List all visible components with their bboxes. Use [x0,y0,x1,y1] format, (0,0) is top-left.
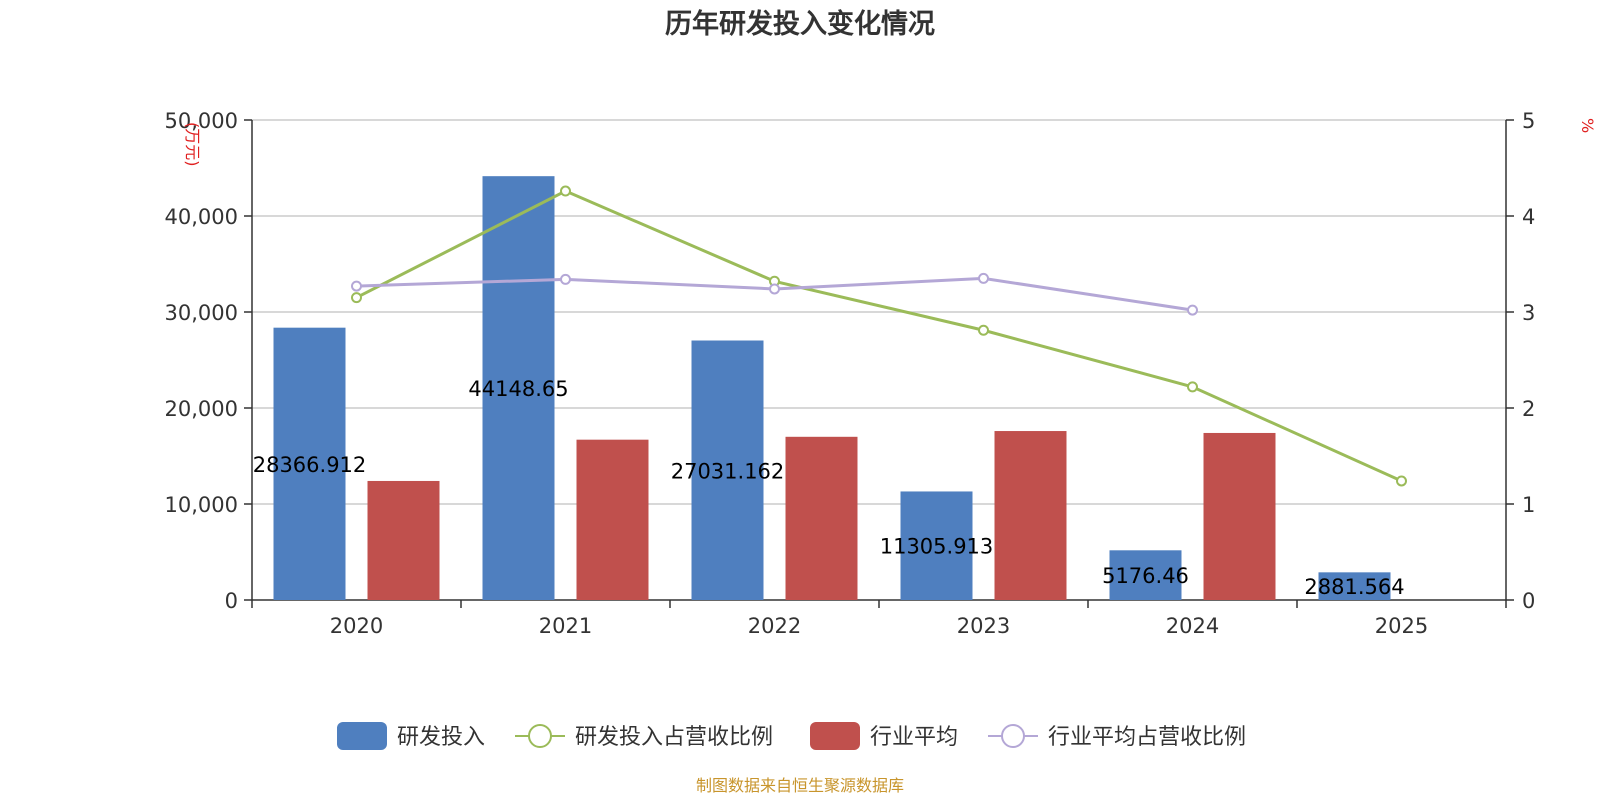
legend-industry[interactable]: 行业平均 [810,722,958,750]
right-tick-label-0: 0 [1522,589,1535,613]
x-tick-label-2024: 2024 [1166,614,1219,638]
point-rd-ratio-2020 [351,292,362,304]
bar-rd-2024 [1109,550,1182,600]
right-tick-label-2: 2 [1522,397,1535,421]
left-tick-label-2: 20,000 [165,397,238,421]
legend: 研发投入 研发投入占营收比例 行业平均 行业平均占营收比例 [337,722,1246,750]
right-tick-label-1: 1 [1522,493,1535,517]
legend-rd-ratio-label: 研发投入占营收比例 [575,725,773,750]
legend-rd-ratio[interactable]: 研发投入占营收比例 [515,724,773,750]
bar-rd-2022 [691,340,764,600]
legend-industry-ratio[interactable]: 行业平均占营收比例 [988,724,1246,750]
data-label-2023: 11305.913 [880,535,994,559]
point-rd-ratio-2021 [560,185,571,197]
left-axis-unit: (万元) [183,122,202,167]
point-rd-ratio-2024 [1187,381,1198,393]
legend-rd-label: 研发投入 [397,725,485,750]
point-industry-ratio-2021 [560,273,571,285]
point-industry-ratio-2022 [769,283,780,295]
right-tick-label-4: 4 [1522,205,1535,229]
x-tick-label-2020: 2020 [330,614,383,638]
bar-rd-2023 [900,491,973,600]
data-label-2020: 28366.912 [253,453,367,477]
bar-rd-2020 [273,327,346,600]
x-tick-label-2025: 2025 [1375,614,1428,638]
data-label-2021: 44148.65 [468,377,568,401]
data-label-2024: 5176.46 [1102,564,1189,588]
left-tick-label-3: 30,000 [165,301,238,325]
left-tick-label-4: 40,000 [165,205,238,229]
legend-industry-ratio-label: 行业平均占营收比例 [1048,725,1246,750]
left-tick-label-5: 50,000 [165,109,238,133]
data-label-2022: 27031.162 [671,459,785,483]
chart-title: 历年研发投入变化情况 [665,8,935,40]
axes: 0 10,000 20,000 30,000 40,000 50,000 0 1 2 3 4 5 202… [165,109,1536,638]
legend-rd-ratio-swatch-marker [528,724,552,748]
bar-rd-2025 [1318,572,1391,600]
right-tick-label-3: 3 [1522,301,1535,325]
legend-industry-ratio-swatch-marker [1001,724,1025,748]
bar-industry-2023 [994,431,1067,600]
legend-rd[interactable]: 研发投入 [337,722,485,750]
point-industry-ratio-2020 [351,280,362,292]
point-industry-ratio-2024 [1187,304,1198,316]
bar-industry-2021 [576,439,649,600]
bar-rd-2021 [482,176,555,600]
grid [252,119,1506,505]
data-label-2025: 2881.564 [1304,575,1404,599]
legend-industry-swatch [810,722,860,750]
bars [273,176,1391,600]
right-axis-unit: % [1578,118,1597,133]
legend-industry-label: 行业平均 [870,725,958,750]
x-tick-label-2022: 2022 [748,614,801,638]
bar-industry-2022 [785,436,858,600]
line-rd-ratio [355,189,1403,483]
bar-industry-2020 [367,480,440,600]
lines [351,185,1407,487]
bar-industry-2024 [1203,432,1276,600]
right-tick-label-5: 5 [1522,109,1535,133]
left-tick-label-0: 0 [225,589,238,613]
left-tick-label-1: 10,000 [165,493,238,517]
data-labels: 28366.912 44148.65 27031.162 11305.913 5176.… [253,377,1405,599]
point-industry-ratio-2023 [978,272,989,284]
point-rd-ratio-2025 [1396,475,1407,487]
x-tick-label-2023: 2023 [957,614,1010,638]
legend-rd-swatch [337,722,387,750]
x-tick-label-2021: 2021 [539,614,592,638]
point-rd-ratio-2023 [978,324,989,336]
source-note: 制图数据来自恒生聚源数据库 [696,776,904,795]
